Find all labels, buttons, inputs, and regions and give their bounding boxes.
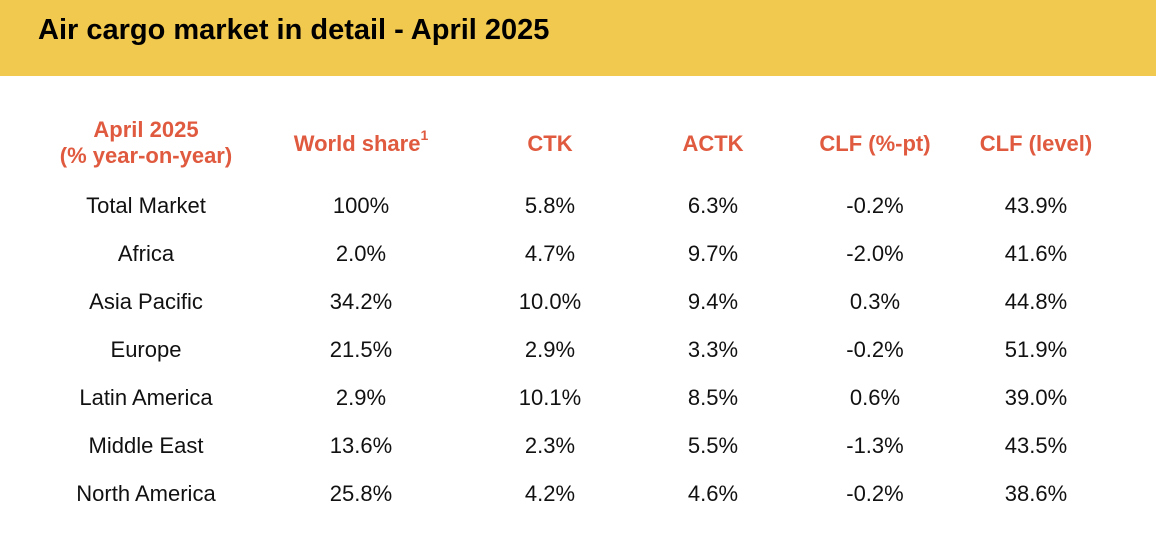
table-cell: 21.5% xyxy=(329,337,393,362)
column-header-text: CLF (level) xyxy=(979,131,1093,156)
table-cell: 9.7% xyxy=(687,241,739,266)
table-cell: 5.8% xyxy=(524,193,576,218)
footnote-marker: 1 xyxy=(420,126,429,143)
table-cell: 34.2% xyxy=(329,289,393,314)
table-cell: 4.6% xyxy=(687,481,739,506)
column-header-label: World share1 xyxy=(246,128,476,157)
column-header-label: April 2025 xyxy=(31,117,261,143)
table-cell: -1.3% xyxy=(846,433,904,458)
table-cell: 43.5% xyxy=(1004,433,1068,458)
title-banner: Air cargo market in detail - April 2025 xyxy=(0,0,1156,76)
table-cell: 2.9% xyxy=(335,385,387,410)
column-header-sublabel: (% year-on-year) xyxy=(59,143,233,168)
table-cell: -0.2% xyxy=(846,481,904,506)
column-header: CLF (%-pt) xyxy=(760,131,990,157)
table-cell: 25.8% xyxy=(329,481,393,506)
table-cell: 10.0% xyxy=(518,289,582,314)
column-header: April 2025 (% year-on-year) xyxy=(31,117,261,169)
column-header-text: ACTK xyxy=(682,131,744,156)
table-cell: 2.9% xyxy=(524,337,576,362)
table-cell: 9.4% xyxy=(687,289,739,314)
row-label: Middle East xyxy=(88,433,204,458)
column-header-label: CLF (%-pt) xyxy=(760,131,990,157)
row-label: Total Market xyxy=(86,193,206,218)
column-header: CTK xyxy=(435,131,665,157)
table-cell: 2.0% xyxy=(335,241,387,266)
table-cell: -2.0% xyxy=(846,241,904,266)
table-cell: 38.6% xyxy=(1004,481,1068,506)
row-label: Europe xyxy=(110,337,182,362)
table-cell: 51.9% xyxy=(1004,337,1068,362)
column-header-text: World share xyxy=(293,131,421,156)
table-cell: 4.7% xyxy=(524,241,576,266)
table-cell: 6.3% xyxy=(687,193,739,218)
column-header: CLF (level) xyxy=(921,131,1151,157)
table-cell: 44.8% xyxy=(1004,289,1068,314)
table-cell: -0.2% xyxy=(846,337,904,362)
column-header-text: April 2025 xyxy=(93,117,199,142)
row-label: North America xyxy=(76,481,216,506)
table-cell: 10.1% xyxy=(518,385,582,410)
table-cell: 0.6% xyxy=(849,385,901,410)
table-cell: -0.2% xyxy=(846,193,904,218)
table-cell: 8.5% xyxy=(687,385,739,410)
table-cell: 0.3% xyxy=(849,289,901,314)
column-header-label: CLF (level) xyxy=(921,131,1151,157)
column-header-label: ACTK xyxy=(598,131,828,157)
table-cell: 39.0% xyxy=(1004,385,1068,410)
column-header-label: CTK xyxy=(435,131,665,157)
column-header: World share1 xyxy=(246,128,476,157)
table-cell: 2.3% xyxy=(524,433,576,458)
column-header-text: CTK xyxy=(527,131,573,156)
row-label: Latin America xyxy=(79,385,213,410)
column-header-text: CLF (%-pt) xyxy=(819,131,931,156)
table-cell: 100% xyxy=(332,193,390,218)
table-cell: 4.2% xyxy=(524,481,576,506)
page-title: Air cargo market in detail - April 2025 xyxy=(38,14,550,46)
table-cell: 13.6% xyxy=(329,433,393,458)
column-header: ACTK xyxy=(598,131,828,157)
row-label: Asia Pacific xyxy=(89,289,203,314)
table-cell: 3.3% xyxy=(687,337,739,362)
table-cell: 5.5% xyxy=(687,433,739,458)
row-label: Africa xyxy=(117,241,175,266)
table-cell: 41.6% xyxy=(1004,241,1068,266)
table-cell: 43.9% xyxy=(1004,193,1068,218)
